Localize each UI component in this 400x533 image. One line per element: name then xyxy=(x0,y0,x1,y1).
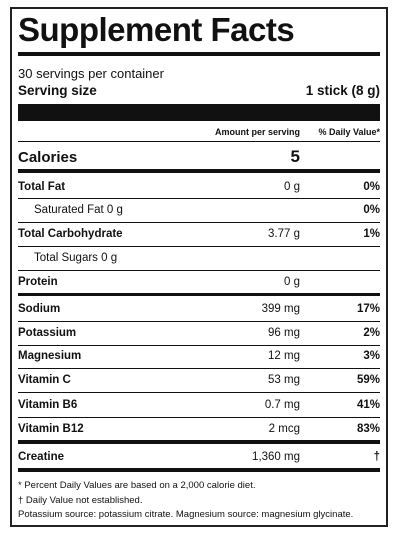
daily-value: † xyxy=(373,451,380,463)
daily-value: 17% xyxy=(356,303,380,315)
nutrient-name: Vitamin B6 xyxy=(18,399,78,411)
rule xyxy=(18,392,380,393)
nutrient-name: Potassium xyxy=(18,327,77,339)
daily-value: 1% xyxy=(363,228,380,240)
nutrient-name: Magnesium xyxy=(18,350,82,362)
rule xyxy=(18,368,380,369)
amount: 399 mg xyxy=(261,303,300,315)
thick-bar xyxy=(18,104,380,121)
rule xyxy=(18,417,380,418)
rule xyxy=(18,345,380,346)
nutrient-name: Creatine xyxy=(18,451,65,463)
footnote: Potassium source: potassium citrate. Mag… xyxy=(18,509,354,520)
serving-size-value: 1 stick (8 g) xyxy=(305,83,380,98)
nutrient-name: Protein xyxy=(18,276,58,288)
rule xyxy=(18,270,380,271)
servings: 30 servings per container xyxy=(18,66,164,81)
rule xyxy=(18,293,380,296)
nutrient-name: Vitamin C xyxy=(18,374,71,386)
rule xyxy=(18,141,380,142)
daily-value: 59% xyxy=(356,374,380,386)
daily-value: 0% xyxy=(363,181,380,193)
footnote: * Percent Daily Values are based on a 2,… xyxy=(18,480,256,491)
rule xyxy=(18,468,380,472)
amount: 0 g xyxy=(284,181,300,193)
rule xyxy=(18,321,380,322)
supplement-facts-label: Supplement Facts 30 servings per contain… xyxy=(10,7,388,527)
amount: 0 g xyxy=(284,276,300,288)
amount: 1,360 mg xyxy=(252,451,300,463)
nutrient-name: Sodium xyxy=(18,303,61,315)
amount: 3.77 g xyxy=(268,228,300,240)
title: Supplement Facts xyxy=(18,11,295,48)
nutrient-name: Saturated Fat 0 g xyxy=(34,204,123,216)
rule xyxy=(18,198,380,199)
amount: 53 mg xyxy=(268,374,300,386)
daily-value: 2% xyxy=(363,327,380,339)
daily-value: 3% xyxy=(363,350,380,362)
rule xyxy=(18,440,380,444)
rule xyxy=(18,222,380,223)
nutrient-name: Vitamin B12 xyxy=(18,423,84,435)
rule xyxy=(18,169,380,173)
calories-label: Calories xyxy=(18,149,78,166)
rule xyxy=(18,52,380,56)
amount: 12 mg xyxy=(268,350,300,362)
daily-value: 83% xyxy=(356,423,380,435)
daily-value: 0% xyxy=(363,204,380,216)
amount: 0.7 mg xyxy=(264,399,300,411)
nutrient-name: Total Fat xyxy=(18,181,66,193)
serving-size-label: Serving size xyxy=(18,83,97,98)
nutrient-name: Total Sugars 0 g xyxy=(34,252,118,264)
amount: 96 mg xyxy=(268,327,300,339)
footnote: † Daily Value not established. xyxy=(18,494,143,506)
nutrient-name: Total Carbohydrate xyxy=(18,228,123,240)
amount: 2 mcg xyxy=(268,423,300,435)
rule xyxy=(18,246,380,247)
calories-value: 5 xyxy=(290,147,300,166)
column-head: % Daily Value* xyxy=(318,127,380,137)
column-head: Amount per serving xyxy=(214,127,300,137)
daily-value: 41% xyxy=(356,399,380,411)
